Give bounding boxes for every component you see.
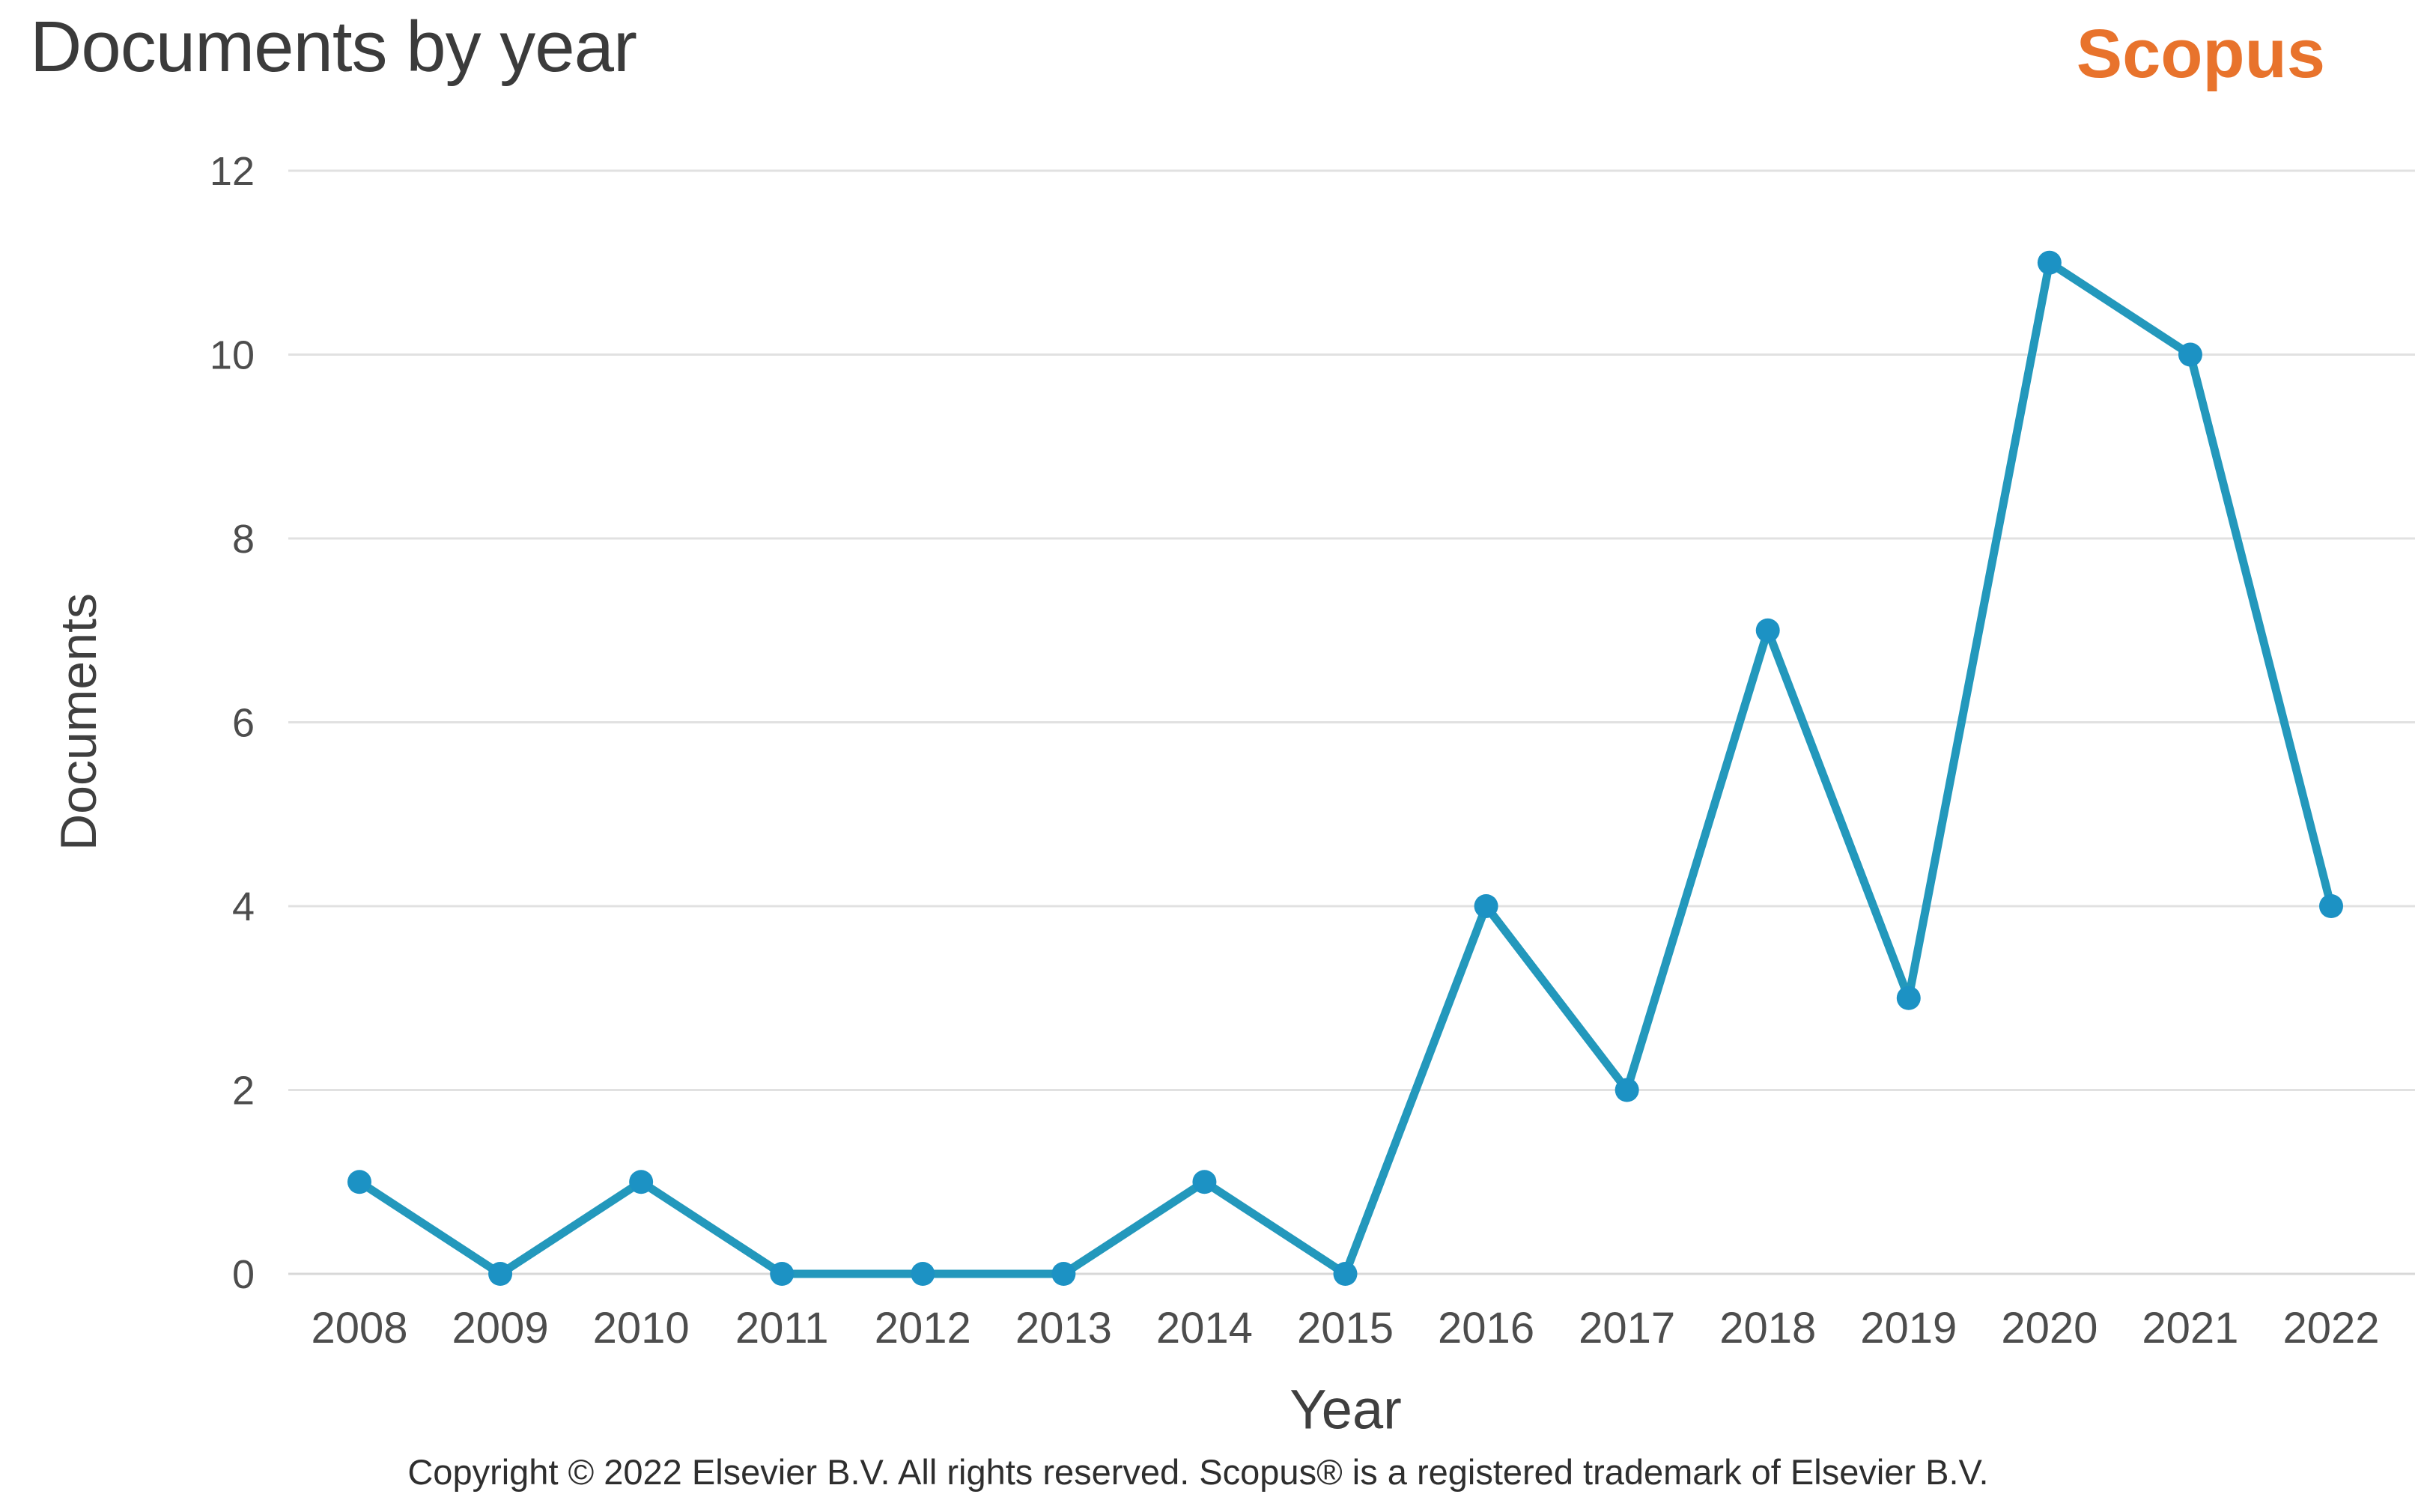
x-tick-label-2011: 2011: [735, 1304, 829, 1352]
data-point-2022[interactable]: [2319, 894, 2343, 918]
x-tick-label-2019: 2019: [1860, 1304, 1957, 1352]
data-point-2015[interactable]: [1333, 1262, 1358, 1286]
x-tick-label-2012: 2012: [875, 1304, 971, 1352]
x-axis-title: Year: [1290, 1378, 1402, 1441]
x-tick-label-2021: 2021: [2142, 1304, 2238, 1352]
y-axis-title: Documents: [50, 593, 107, 851]
data-point-2020[interactable]: [2037, 250, 2062, 275]
x-tick-label-2022: 2022: [2282, 1304, 2379, 1352]
x-tick-label-2013: 2013: [1015, 1304, 1112, 1352]
data-point-2014[interactable]: [1192, 1170, 1217, 1194]
data-point-2019[interactable]: [1896, 986, 1921, 1010]
data-point-2013[interactable]: [1051, 1262, 1076, 1286]
y-tick-label-10: 10: [210, 333, 255, 378]
copyright-notice: Copyright © 2022 Elsevier B.V. All right…: [407, 1452, 1989, 1492]
y-tick-label-0: 0: [232, 1252, 255, 1297]
x-tick-label-2008: 2008: [311, 1304, 407, 1352]
data-point-2011[interactable]: [770, 1262, 795, 1286]
x-tick-label-2020: 2020: [2001, 1304, 2098, 1352]
documents-trend-line: [355, 258, 2336, 1278]
y-tick-label-8: 8: [232, 517, 255, 562]
y-tick-label-2: 2: [232, 1069, 255, 1114]
x-tick-label-2016: 2016: [1438, 1304, 1534, 1352]
y-tick-label-6: 6: [232, 701, 255, 746]
data-point-2010[interactable]: [629, 1170, 654, 1194]
data-point-2016[interactable]: [1474, 894, 1498, 918]
data-point-2021[interactable]: [2178, 342, 2202, 367]
data-point-2018[interactable]: [1755, 618, 1780, 643]
data-point-2017[interactable]: [1615, 1078, 1639, 1102]
x-tick-label-2014: 2014: [1156, 1304, 1253, 1352]
data-point-2008[interactable]: [347, 1170, 371, 1194]
x-tick-label-2018: 2018: [1719, 1304, 1816, 1352]
y-tick-label-12: 12: [210, 149, 255, 194]
data-point-2012[interactable]: [911, 1262, 935, 1286]
data-point-2009[interactable]: [488, 1262, 513, 1286]
page-title: Documents by year: [30, 7, 637, 87]
x-tick-label-2015: 2015: [1297, 1304, 1394, 1352]
x-tick-label-2017: 2017: [1579, 1304, 1675, 1352]
y-tick-label-4: 4: [232, 884, 255, 929]
scopus-logo[interactable]: Scopus: [2076, 16, 2325, 92]
x-tick-label-2009: 2009: [452, 1304, 549, 1352]
x-tick-label-2010: 2010: [593, 1304, 690, 1352]
